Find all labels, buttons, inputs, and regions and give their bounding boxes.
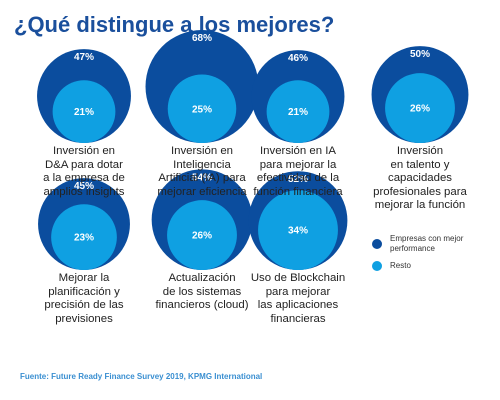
category-label-5: Mejorar la planificación y precisión de la… xyxy=(44,272,124,325)
category-label-1: Inversión en D&A para dotar a la empresa d… xyxy=(43,145,125,198)
value-label-outer-4: 50% xyxy=(410,49,430,60)
category-label-4: Inversión en talento y capacidades profesio… xyxy=(373,145,467,211)
value-label-inner-4: 26% xyxy=(410,104,430,115)
value-label-inner-1: 21% xyxy=(74,107,94,118)
value-label-inner-6: 26% xyxy=(192,231,212,242)
bubble-inner-4 xyxy=(385,73,455,143)
bubble-inner-6 xyxy=(167,200,237,270)
value-label-inner-2: 25% xyxy=(192,104,212,115)
bubble-inner-2 xyxy=(167,74,237,143)
source-note: Fuente: Future Ready Finance Survey 2019… xyxy=(20,372,263,381)
value-label-outer-2: 68% xyxy=(192,33,212,44)
legend-swatch-top xyxy=(372,238,382,249)
category-label-3: Inversión en IA para mejorar la efectivida… xyxy=(253,145,343,198)
value-label-inner-7: 34% xyxy=(288,226,308,237)
bubble-inner-7 xyxy=(258,190,338,270)
chart-title: ¿Qué distingue a los mejores? xyxy=(14,12,335,37)
category-label-6: Actualización de los sistemas financieros … xyxy=(155,272,249,311)
value-label-inner-5: 23% xyxy=(74,233,94,244)
bubble-inner-3 xyxy=(266,80,330,143)
category-label-7: Uso de Blockchain para mejorar las aplicac… xyxy=(250,272,346,325)
legend-label-bottom: Resto xyxy=(390,261,411,271)
value-label-outer-6: 54% xyxy=(192,172,212,183)
category-label-2: Inversión en Inteligencia Artificial (IA) … xyxy=(157,145,247,198)
value-label-outer-1: 47% xyxy=(74,52,94,63)
bubble-inner-5 xyxy=(51,204,117,270)
value-label-outer-5: 45% xyxy=(74,181,94,192)
value-label-outer-3: 46% xyxy=(288,53,308,64)
legend-item-top: Empresas con mejor performance xyxy=(372,234,463,253)
value-label-outer-7: 52% xyxy=(288,174,308,185)
legend-swatch-bottom xyxy=(372,261,382,271)
bubble-inner-1 xyxy=(52,80,116,143)
legend-item-bottom: Resto xyxy=(372,261,411,271)
value-label-inner-3: 21% xyxy=(288,107,308,118)
legend-label-top: Empresas con mejor performance xyxy=(390,234,464,253)
